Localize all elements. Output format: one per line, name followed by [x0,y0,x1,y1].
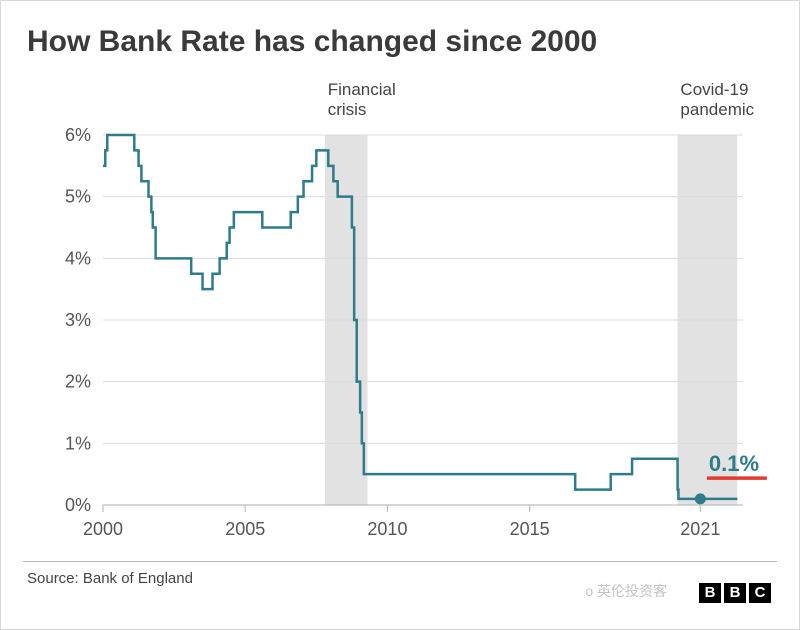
logo-block: B [699,583,721,603]
end-marker [695,493,706,504]
svg-text:crisis: crisis [328,100,367,119]
svg-text:2015: 2015 [510,519,550,539]
watermark-text: o 英伦投资客 [585,581,667,601]
value-callout: 0.1% [707,451,767,478]
svg-text:0%: 0% [65,495,91,515]
rate-chart-svg: 0% 1% 2% 3% 4% 5% 6% 2000 2005 2010 2015 2021 Financ… [23,75,777,555]
svg-text:2%: 2% [65,372,91,392]
x-tick: 2021 [680,519,720,539]
footer: Source: Bank of England o 英伦投资客 BBC [23,561,777,607]
annotation: Covid-19pandemic [680,80,754,119]
x-tick: 2010 [367,519,407,539]
svg-text:0.1%: 0.1% [709,451,759,476]
logo-block: C [749,583,771,603]
chart-area: 0% 1% 2% 3% 4% 5% 6% 2000 2005 2010 2015 2021 Financ… [23,75,777,555]
svg-text:pandemic: pandemic [680,100,754,119]
svg-text:2010: 2010 [367,519,407,539]
svg-text:2005: 2005 [225,519,265,539]
svg-text:3%: 3% [65,310,91,330]
x-tick: 2005 [225,519,265,539]
y-tick: 4% [65,248,91,268]
svg-text:1%: 1% [65,433,91,453]
bbc-logo: BBC [699,583,771,603]
y-tick: 6% [65,125,91,145]
chart-card: How Bank Rate has changed since 2000 0% 1… [0,0,800,630]
svg-text:5%: 5% [65,187,91,207]
rate-line [103,135,737,499]
svg-text:6%: 6% [65,125,91,145]
svg-text:4%: 4% [65,248,91,268]
x-tick: 2015 [510,519,550,539]
chart-title: How Bank Rate has changed since 2000 [27,25,777,59]
svg-text:2000: 2000 [83,519,123,539]
svg-text:Covid-19: Covid-19 [680,80,748,99]
y-tick: 3% [65,310,91,330]
annotation: Financialcrisis [328,80,396,119]
logo-block: B [724,583,746,603]
y-tick: 5% [65,187,91,207]
svg-text:Financial: Financial [328,80,396,99]
svg-text:2021: 2021 [680,519,720,539]
y-tick: 0% [65,495,91,515]
y-tick: 2% [65,372,91,392]
y-tick: 1% [65,433,91,453]
x-tick: 2000 [83,519,123,539]
